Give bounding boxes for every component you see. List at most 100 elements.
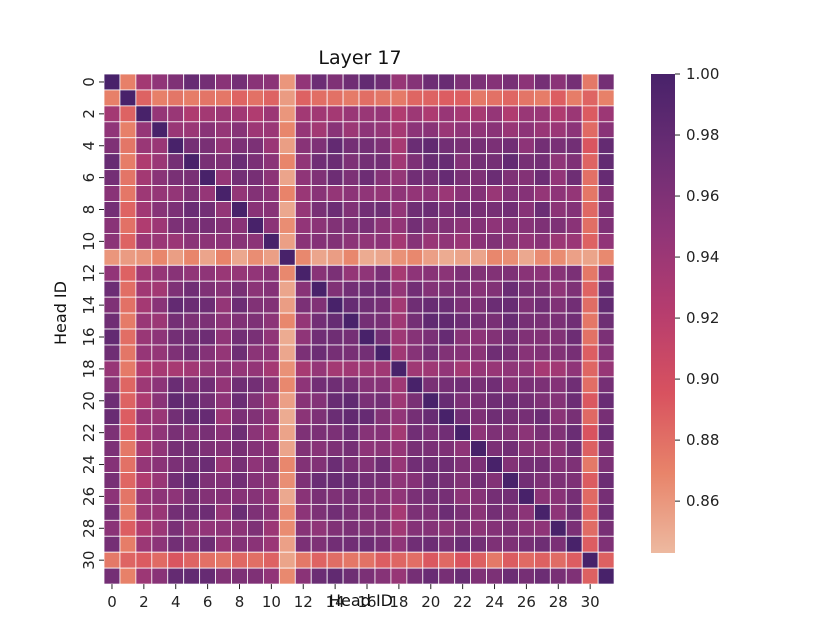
heatmap-cell	[103, 440, 121, 457]
heatmap-cell	[533, 312, 551, 330]
heatmap-cell	[438, 280, 456, 298]
heatmap-cell	[597, 360, 615, 378]
heatmap-cell	[518, 153, 535, 171]
heatmap-cell	[502, 376, 519, 394]
heatmap-cell	[422, 472, 440, 489]
heatmap-cell	[310, 137, 328, 155]
heatmap-cell	[215, 217, 232, 234]
heatmap-cell	[518, 248, 535, 266]
heatmap-cell	[549, 440, 567, 457]
heatmap-cell	[470, 264, 487, 282]
heatmap-cell	[581, 488, 599, 505]
heatmap-cell	[390, 201, 408, 218]
heatmap-cell	[342, 217, 360, 234]
heatmap-cell	[310, 472, 328, 489]
heatmap-cell	[247, 488, 264, 505]
heatmap-cell	[406, 456, 424, 473]
heatmap-cell	[294, 567, 312, 585]
heatmap-cell	[310, 424, 328, 442]
heatmap-cell	[231, 121, 248, 139]
heatmap-cell	[581, 408, 599, 426]
heatmap-cell	[486, 89, 503, 107]
heatmap-cell	[454, 232, 472, 250]
heatmap-cell	[358, 169, 376, 186]
heatmap-cell	[470, 440, 487, 457]
heatmap-cell	[247, 551, 264, 569]
heatmap-cell	[374, 344, 392, 362]
heatmap-cell	[215, 360, 232, 378]
heatmap-cell	[422, 280, 440, 298]
heatmap-cell	[470, 360, 487, 378]
heatmap-cell	[597, 73, 615, 91]
x-tick-label: 22	[453, 593, 472, 611]
heatmap-cell	[422, 456, 440, 473]
heatmap-cell	[326, 503, 344, 521]
heatmap-cell	[215, 408, 232, 426]
heatmap-cell	[199, 551, 216, 569]
heatmap-cell	[262, 360, 280, 378]
heatmap-cell	[422, 201, 440, 218]
heatmap-cell	[151, 551, 169, 569]
heatmap-cell	[278, 296, 296, 314]
heatmap-cell	[167, 503, 185, 521]
heatmap-cell	[565, 153, 583, 171]
heatmap-cell	[486, 376, 503, 394]
heatmap-cell	[151, 519, 169, 537]
heatmap-cell	[215, 201, 232, 218]
heatmap-cell	[549, 312, 567, 330]
heatmap-cell	[518, 360, 535, 378]
heatmap-cell	[486, 503, 503, 521]
heatmap-cell	[390, 264, 408, 282]
heatmap-cell	[103, 424, 121, 442]
heatmap-cell	[310, 201, 328, 218]
heatmap-cell	[565, 121, 583, 139]
heatmap-cell	[294, 73, 312, 91]
heatmap-cell	[549, 376, 567, 394]
heatmap-cell	[215, 503, 232, 521]
heatmap-cell	[422, 567, 440, 585]
heatmap-cell	[565, 312, 583, 330]
heatmap-cell	[231, 503, 248, 521]
heatmap-cell	[183, 488, 201, 505]
heatmap-cell	[151, 232, 169, 250]
heatmap-cell	[278, 567, 296, 585]
heatmap-cell	[199, 328, 216, 346]
heatmap-cell	[597, 567, 615, 585]
heatmap-cell	[454, 535, 472, 553]
heatmap-cell	[294, 535, 312, 553]
heatmap-cell	[310, 456, 328, 473]
heatmap-cell	[390, 535, 408, 553]
heatmap-cell	[581, 185, 599, 202]
heatmap-cell	[167, 121, 185, 139]
heatmap-cell	[183, 424, 201, 442]
heatmap-cell	[518, 312, 535, 330]
heatmap-cell	[262, 248, 280, 266]
x-tick-label: 6	[203, 593, 213, 611]
heatmap-cell	[310, 264, 328, 282]
heatmap-cell	[406, 488, 424, 505]
heatmap-cell	[215, 73, 232, 91]
heatmap-cell	[470, 392, 487, 410]
heatmap-cell	[151, 488, 169, 505]
heatmap-cell	[247, 567, 264, 585]
heatmap-cell	[278, 232, 296, 250]
heatmap-cell	[454, 328, 472, 346]
heatmap-cell	[486, 280, 503, 298]
heatmap-cell	[406, 551, 424, 569]
heatmap-cell	[231, 488, 248, 505]
heatmap-cell	[167, 232, 185, 250]
heatmap-cell	[278, 551, 296, 569]
heatmap-cell	[438, 296, 456, 314]
heatmap-cell	[135, 472, 153, 489]
heatmap-cell	[518, 169, 535, 186]
heatmap-cell	[390, 232, 408, 250]
heatmap-cell	[422, 73, 440, 91]
heatmap-cell	[549, 201, 567, 218]
heatmap-cell	[135, 169, 153, 186]
heatmap-cell	[406, 519, 424, 537]
heatmap-cell	[310, 488, 328, 505]
heatmap-cell	[486, 535, 503, 553]
heatmap-cell	[486, 456, 503, 473]
y-tick-label: 4	[80, 141, 98, 151]
heatmap-cell	[326, 376, 344, 394]
